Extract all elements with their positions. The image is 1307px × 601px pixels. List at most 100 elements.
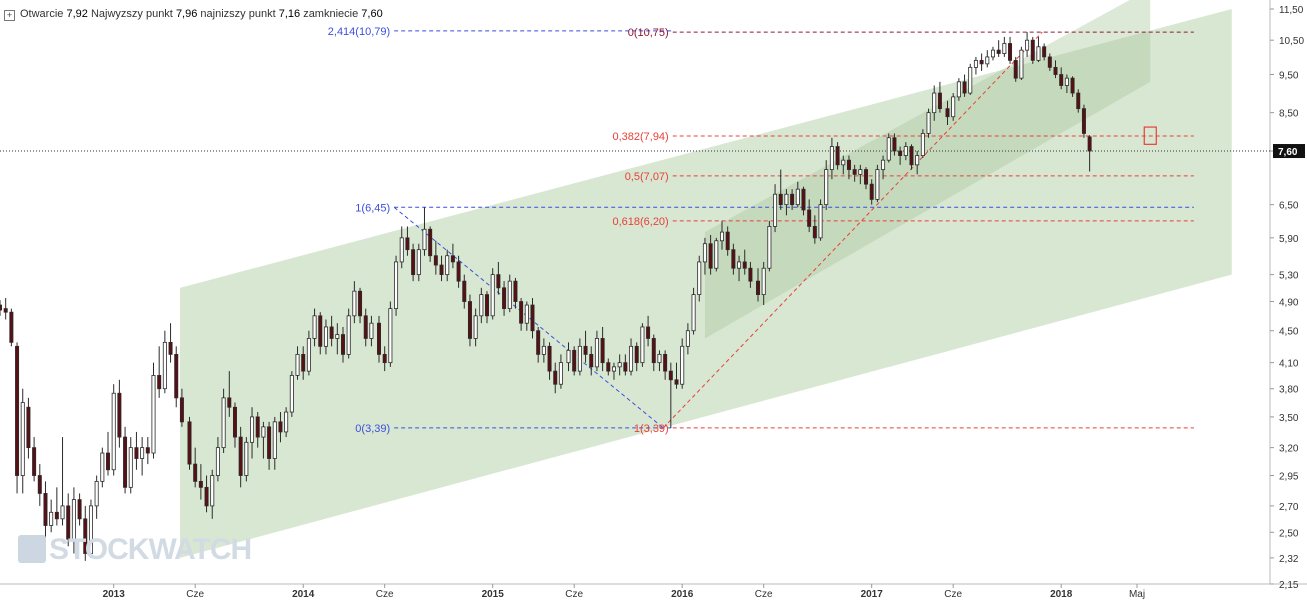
candle-body: [898, 150, 903, 156]
candle-body: [162, 341, 167, 390]
y-tick-label: 6,50: [1279, 201, 1299, 212]
fib-label-1: 0(10,75): [628, 27, 669, 39]
plus-square-icon[interactable]: +: [4, 10, 15, 21]
candle-body: [15, 345, 20, 476]
candle-body: [479, 294, 484, 317]
candle-body: [663, 353, 668, 372]
candle-body: [433, 255, 438, 266]
candle-body: [462, 280, 467, 302]
candle-body: [329, 326, 334, 339]
candle-body: [227, 397, 232, 408]
candle-body: [657, 353, 662, 364]
candle-body: [244, 441, 249, 476]
candle-body: [37, 475, 42, 494]
candle-body: [428, 228, 433, 257]
candle-body: [881, 159, 886, 170]
y-tick-label: 2,15: [1279, 580, 1299, 591]
candle-body: [232, 406, 237, 438]
candle-body: [467, 301, 472, 339]
x-tick-label: 2016: [671, 589, 694, 600]
candle-body: [405, 237, 410, 251]
candle-body: [640, 326, 645, 364]
candle-body: [9, 311, 14, 343]
candle-body: [875, 169, 880, 200]
candle-body: [962, 81, 967, 94]
candle-body: [66, 505, 71, 540]
candle-body: [846, 159, 851, 170]
candle-body: [932, 92, 937, 114]
candle-body: [496, 274, 501, 289]
candle-body: [1025, 39, 1030, 51]
y-tick-label: 3,80: [1279, 385, 1299, 396]
candle-body: [1076, 92, 1081, 110]
high-label: Najwyzszy punkt: [90, 8, 173, 20]
candle-body: [416, 249, 421, 276]
candle-body: [151, 375, 156, 454]
candle-body: [795, 188, 800, 206]
candle-body: [272, 421, 277, 459]
candle-body: [807, 209, 812, 227]
candle-body: [742, 261, 747, 269]
candle-body: [835, 146, 840, 166]
candle-body: [784, 193, 789, 206]
candle-body: [536, 330, 541, 355]
candle-body: [278, 421, 283, 433]
candle-body: [1036, 46, 1041, 61]
candle-body: [456, 261, 461, 282]
candle-body: [157, 375, 162, 390]
candle-body: [394, 261, 399, 310]
candle-body: [352, 290, 357, 317]
candle-body: [77, 499, 82, 520]
candle-body: [600, 338, 605, 364]
candle-body: [198, 480, 203, 488]
candle-body: [892, 137, 897, 152]
candle-body: [926, 112, 931, 134]
candle-body: [617, 362, 622, 368]
candle-body: [634, 345, 639, 364]
candle-body: [284, 411, 289, 433]
candle-body: [767, 226, 772, 269]
candle-body: [824, 169, 829, 206]
candle-body: [920, 133, 925, 156]
last-price-tag: [1273, 144, 1305, 159]
fib-base-red: [662, 31, 1043, 429]
candle-body: [829, 146, 834, 170]
candle-body: [611, 366, 616, 372]
candle-body: [519, 301, 524, 324]
x-tick-label: 2014: [292, 589, 315, 600]
candle-body: [1002, 43, 1007, 54]
candle-body: [411, 249, 416, 276]
candle-body: [651, 338, 656, 364]
candle-body: [691, 294, 696, 332]
candle-body: [312, 315, 317, 339]
candle-body: [83, 518, 88, 554]
candle-body: [852, 169, 857, 175]
fib-label-4: 1(6,45): [355, 202, 390, 214]
candle-body: [106, 452, 111, 471]
x-tick-label: 2017: [861, 589, 884, 600]
candle-body: [719, 231, 724, 242]
candle-body: [606, 362, 611, 372]
candle-body: [100, 452, 105, 482]
candle-body: [1008, 43, 1013, 61]
candle-body: [1053, 66, 1058, 75]
candle-body: [210, 475, 215, 507]
low-label: najnizszy punkt: [200, 8, 276, 20]
candle-body: [903, 146, 908, 156]
candle-body: [439, 264, 444, 276]
candle-body: [507, 280, 512, 310]
candle-body: [697, 261, 702, 296]
x-tick-label: Cze: [565, 589, 583, 600]
candle-body: [680, 345, 685, 385]
candle-body: [572, 349, 577, 372]
candle-body: [674, 379, 679, 385]
candle-body: [335, 334, 340, 339]
candle-body: [1081, 108, 1086, 134]
fib-base-blue: [393, 206, 664, 429]
candle-body: [490, 274, 495, 317]
y-tick-label: 2,50: [1279, 528, 1299, 539]
candle-body: [43, 493, 48, 526]
y-tick-label: 2,32: [1279, 554, 1299, 565]
fib-label-7: 1(3,39): [634, 423, 669, 435]
